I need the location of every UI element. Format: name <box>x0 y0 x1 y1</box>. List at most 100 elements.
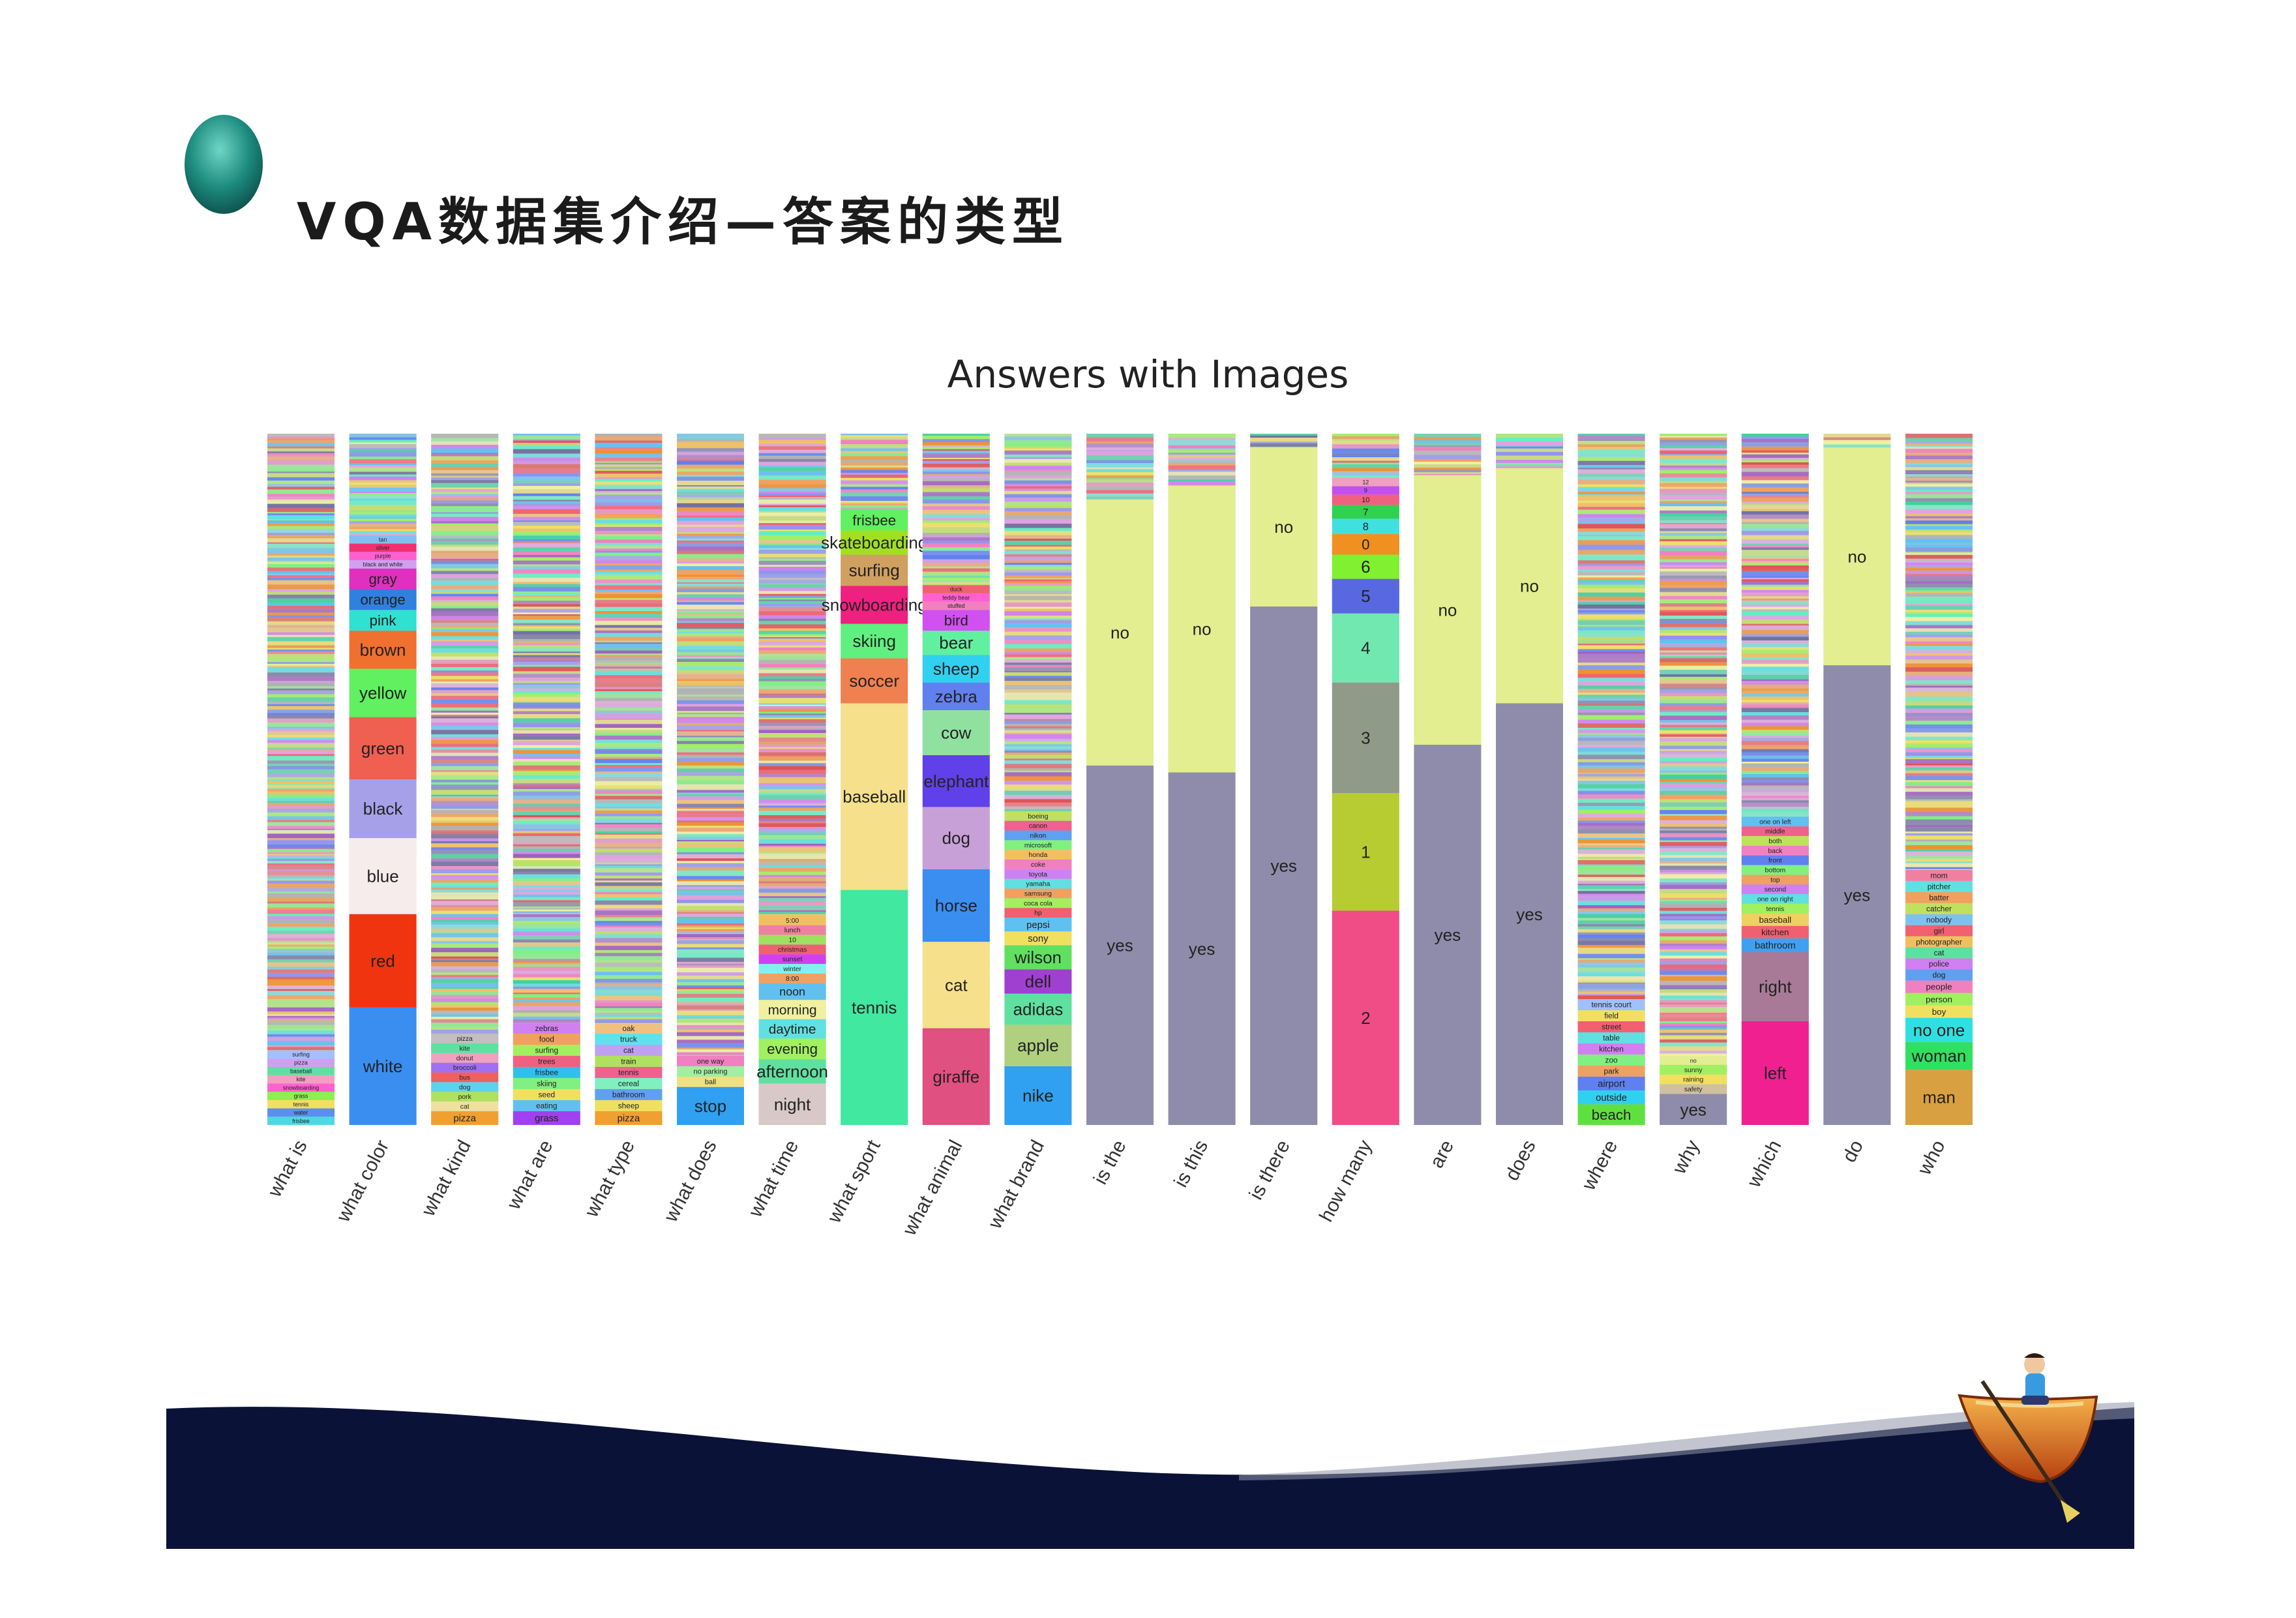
rare-answer-stripe <box>1905 763 1973 766</box>
rare-answer-stripe <box>349 487 417 492</box>
rare-answer-stripe <box>1660 545 1727 548</box>
x-axis-label: what sport <box>823 1136 885 1227</box>
segment-black-and-white <box>349 560 417 569</box>
rare-answer-stripe <box>513 718 580 723</box>
rare-answer-stripe <box>1004 713 1072 715</box>
rare-answer-stripe <box>1004 749 1072 751</box>
segment-label: toyota <box>1029 871 1047 878</box>
rare-answer-stripe <box>677 475 744 477</box>
rare-answer-stripe <box>1577 626 1645 631</box>
rare-answer-stripe <box>267 453 335 455</box>
rare-answer-stripe <box>1905 455 1973 460</box>
rare-answer-stripe <box>1577 829 1645 834</box>
rare-answer-stripe <box>267 455 335 457</box>
segment-label: person <box>1926 995 1952 1004</box>
rare-answer-stripe <box>1660 487 1727 489</box>
rare-answer-stripe <box>513 798 580 800</box>
rare-answer-stripe <box>349 447 417 450</box>
rare-answer-stripe <box>1496 446 1563 449</box>
rare-answer-stripe <box>1741 557 1809 559</box>
rare-answer-stripe <box>1004 627 1072 632</box>
rare-answer-stripe <box>431 956 499 959</box>
rare-answer-stripe <box>1577 920 1645 925</box>
rare-answer-stripe <box>1577 762 1645 766</box>
rare-answer-stripe <box>595 678 663 683</box>
rare-answer-stripe <box>1004 550 1072 554</box>
rare-answer-stripe <box>1577 658 1645 663</box>
rare-answer-stripe <box>349 493 417 496</box>
rare-answer-stripe <box>1086 493 1154 497</box>
segment-label: one way <box>697 1058 724 1066</box>
rare-answer-stripe <box>677 1029 744 1032</box>
segment-cat <box>431 1101 499 1111</box>
rare-answer-stripe <box>431 629 499 633</box>
rare-answer-stripe <box>1741 773 1809 778</box>
segment-pork <box>431 1092 499 1101</box>
rare-answer-stripe <box>513 1010 580 1013</box>
rare-answer-stripe <box>595 900 663 905</box>
rare-answer-stripe <box>349 533 417 535</box>
rare-answer-stripe <box>677 790 744 793</box>
rare-answer-stripe <box>267 959 335 963</box>
segment-frisbee <box>513 1066 580 1078</box>
rare-answer-stripe <box>677 879 744 882</box>
rare-answer-stripe <box>1004 455 1072 457</box>
rare-answer-stripe <box>595 772 663 774</box>
rare-answer-stripe <box>267 641 335 646</box>
segment-label: ball <box>705 1079 716 1086</box>
rare-answer-stripe <box>1905 663 1973 668</box>
segment-label: second <box>1765 886 1787 893</box>
rare-answer-stripe <box>431 834 499 839</box>
rare-answer-stripe <box>758 663 826 668</box>
rare-answer-stripe <box>267 893 335 897</box>
rare-answer-stripe <box>513 693 580 697</box>
rare-answer-stripe <box>1004 562 1072 565</box>
rare-answer-stripe <box>431 593 499 597</box>
rare-answer-stripe <box>513 480 580 484</box>
segment-left <box>1741 1021 1809 1125</box>
rare-answer-stripe <box>431 639 499 642</box>
segment-ball <box>677 1076 744 1087</box>
rare-answer-stripe <box>513 707 580 709</box>
rare-answer-stripe <box>513 974 580 978</box>
rare-answer-stripe <box>1332 448 1399 453</box>
rare-answer-stripe <box>1905 543 1973 545</box>
rare-answer-stripe <box>1660 848 1727 852</box>
rare-answer-stripe <box>595 831 663 833</box>
rare-answer-stripe <box>1660 715 1727 721</box>
rare-answer-stripe <box>513 911 580 913</box>
rare-answer-stripe <box>513 835 580 839</box>
rare-answer-stripe <box>1168 455 1236 458</box>
rare-answer-stripe <box>1741 558 1809 562</box>
rare-answer-stripe <box>1414 443 1482 446</box>
rare-answer-stripe <box>758 605 826 608</box>
segment-label: table <box>1603 1034 1620 1043</box>
rare-answer-stripe <box>431 725 499 730</box>
rare-answer-stripe <box>677 448 744 452</box>
rare-answer-stripe <box>431 456 499 461</box>
rare-answer-stripe <box>758 637 826 639</box>
rare-answer-stripe <box>267 854 335 856</box>
rare-answer-stripe <box>1660 799 1727 803</box>
rare-answer-stripe <box>513 517 580 521</box>
rare-answer-stripe <box>1660 1021 1727 1024</box>
segment-label: people <box>1926 982 1952 992</box>
rare-answer-stripe <box>513 457 580 462</box>
rare-answer-stripe <box>1905 757 1973 760</box>
rare-answer-stripe <box>1414 437 1482 441</box>
rare-answer-stripe <box>758 706 826 709</box>
rare-answer-stripe <box>595 966 663 970</box>
rare-answer-stripe <box>758 484 826 488</box>
segment-label: bottom <box>1765 867 1785 874</box>
rare-answer-stripe <box>1905 801 1973 804</box>
rare-answer-stripe <box>841 487 908 490</box>
rare-answer-stripe <box>1004 732 1072 735</box>
rare-answer-stripe <box>1577 592 1645 597</box>
rare-answer-stripe <box>1577 439 1645 442</box>
rare-answer-stripe <box>677 481 744 485</box>
rare-answer-stripe <box>1577 604 1645 609</box>
rare-answer-stripe <box>841 465 908 468</box>
segment-label: one on right <box>1757 896 1793 903</box>
rare-answer-stripe <box>1004 635 1072 640</box>
rare-answer-stripe <box>1004 724 1072 727</box>
